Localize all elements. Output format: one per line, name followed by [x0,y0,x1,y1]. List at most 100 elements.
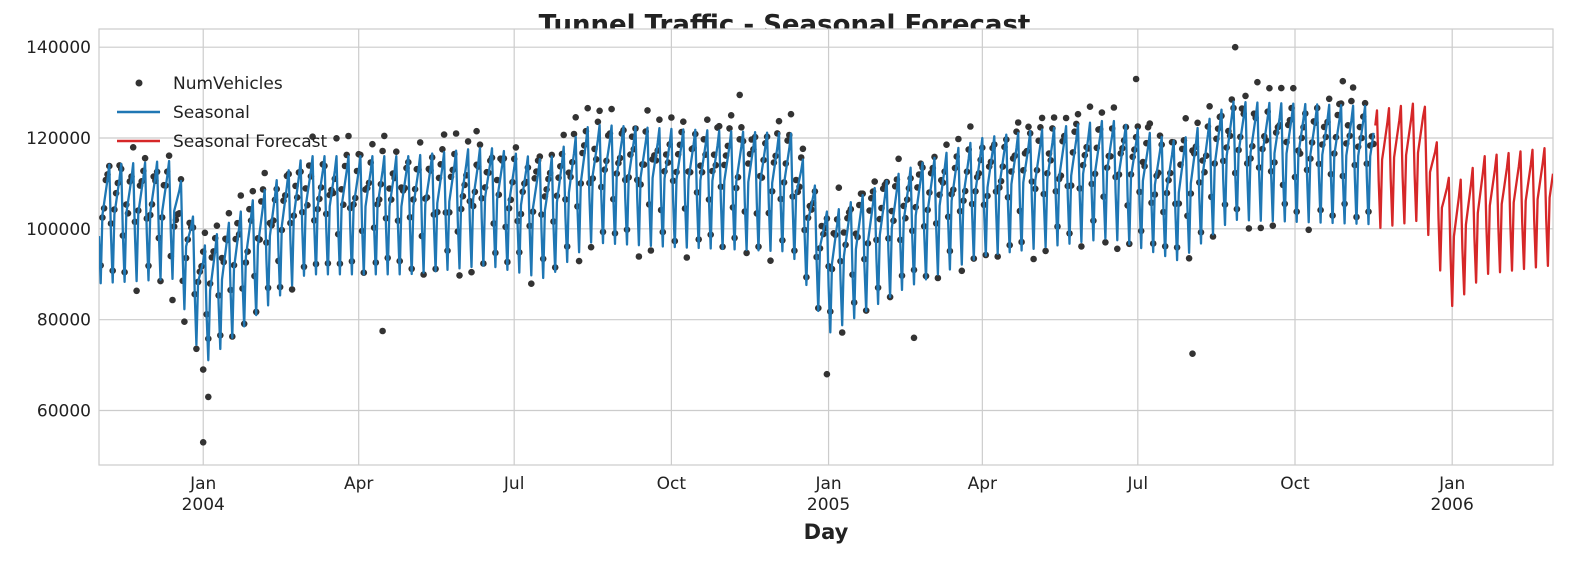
numvehicles-point [635,253,643,260]
series-group [99,43,1553,446]
numvehicles-point [1257,224,1265,232]
numvehicles-point [476,141,484,148]
numvehicles-point [668,114,675,121]
numvehicles-point [994,253,1001,260]
numvehicles-point [464,138,472,145]
numvehicles-point [572,114,579,121]
numvehicles-point [1062,114,1070,122]
numvehicles-point [594,118,602,126]
numvehicles-point [369,140,376,148]
seasonal-line [99,100,1375,362]
numvehicles-point [1245,225,1253,232]
numvehicles-point [548,151,556,159]
numvehicles-point [895,155,902,163]
numvehicles-point [704,116,711,123]
x-tick-label: Jan [1438,474,1465,494]
numvehicles-point [1254,78,1261,86]
numvehicles-point [1042,247,1049,255]
x-tick-year-label: 2006 [1431,495,1474,515]
numvehicles-point [743,249,750,257]
numvehicles-point [1194,119,1201,127]
numvehicles-point [775,117,783,125]
x-tick-label: Jan [189,474,216,494]
numvehicles-point [1305,226,1312,234]
legend-label: Seasonal [173,103,250,123]
numvehicles-point [1209,233,1217,240]
numvehicles-point [1030,255,1037,263]
numvehicles-point [381,132,388,140]
numvehicles-point [199,439,207,446]
numvehicles-point [225,209,233,217]
numvehicles-point [1231,43,1239,51]
numvehicles-point [656,116,663,123]
legend-label: Seasonal Forecast [173,132,328,152]
numvehicles-point [473,127,480,135]
numvehicles-point [205,393,212,401]
numvehicles-point [1339,77,1347,85]
numvehicles-point [468,268,475,276]
numvehicles-point [1132,75,1140,83]
numvehicles-point [1206,103,1213,110]
numvehicles-point [357,151,364,159]
numvehicles-point [1349,84,1357,91]
numvehicles-point [644,107,651,114]
numvehicles-point [157,277,164,285]
numvehicles-point [288,286,296,293]
numvehicles-point [1182,115,1189,122]
numvehicles-point [379,327,386,335]
numvehicles-point [379,147,386,155]
numvehicles-point [955,135,962,143]
numvehicles-point [1278,84,1285,92]
numvehicles-point [1050,114,1058,121]
numvehicles-point [859,190,866,197]
x-tick-label: Oct [657,474,687,494]
numvehicles-point [1098,109,1106,116]
numvehicles-point [439,146,446,153]
y-tick-label: 60000 [37,402,91,422]
numvehicles-point [177,176,185,183]
numvehicles-point [1110,104,1118,111]
numvehicles-point [528,280,535,288]
numvehicles-point [201,229,209,237]
numvehicles-point [199,366,207,373]
numvehicles-point [738,124,745,131]
numvehicles-point [261,169,269,177]
x-tick-label: Jan [814,474,841,494]
numvehicles-point [587,243,595,251]
numvehicles-point [456,272,463,279]
numvehicles-point [536,153,544,160]
numvehicles-point [420,271,427,278]
numvehicles-point [213,222,221,229]
numvehicles-point [193,345,200,353]
numvehicles-point [1325,95,1333,103]
numvehicles-point [835,184,843,191]
numvehicles-point [943,141,950,148]
numvehicles-point [840,229,848,236]
seasonal-forecast-line [1374,102,1553,308]
numvehicles-point [1189,350,1196,358]
y-tick-label: 120000 [26,129,91,149]
numvehicles-point [958,267,966,275]
numvehicles-point [133,287,140,295]
numvehicles-point [129,144,137,151]
numvehicles-point [249,187,257,195]
y-tick-label: 80000 [37,311,91,331]
x-tick-year-label: 2004 [182,495,225,515]
x-tick-label: Jul [1127,474,1149,494]
numvehicles-point [1078,243,1085,250]
numvehicles-point [237,192,245,199]
numvehicles-point [169,296,176,304]
numvehicles-point [416,139,424,146]
numvehicles-point [647,247,655,254]
numvehicles-point [309,133,316,140]
numvehicles-point [726,125,733,132]
x-tick-label: Jul [503,474,525,494]
numvehicles-point [393,148,400,155]
numvehicles-point [1269,222,1277,229]
numvehicles-point [680,118,687,125]
y-tick-label: 140000 [26,38,91,58]
numvehicles-point [1348,97,1355,105]
numvehicles-point [1266,84,1273,92]
numvehicles-point [967,123,974,130]
